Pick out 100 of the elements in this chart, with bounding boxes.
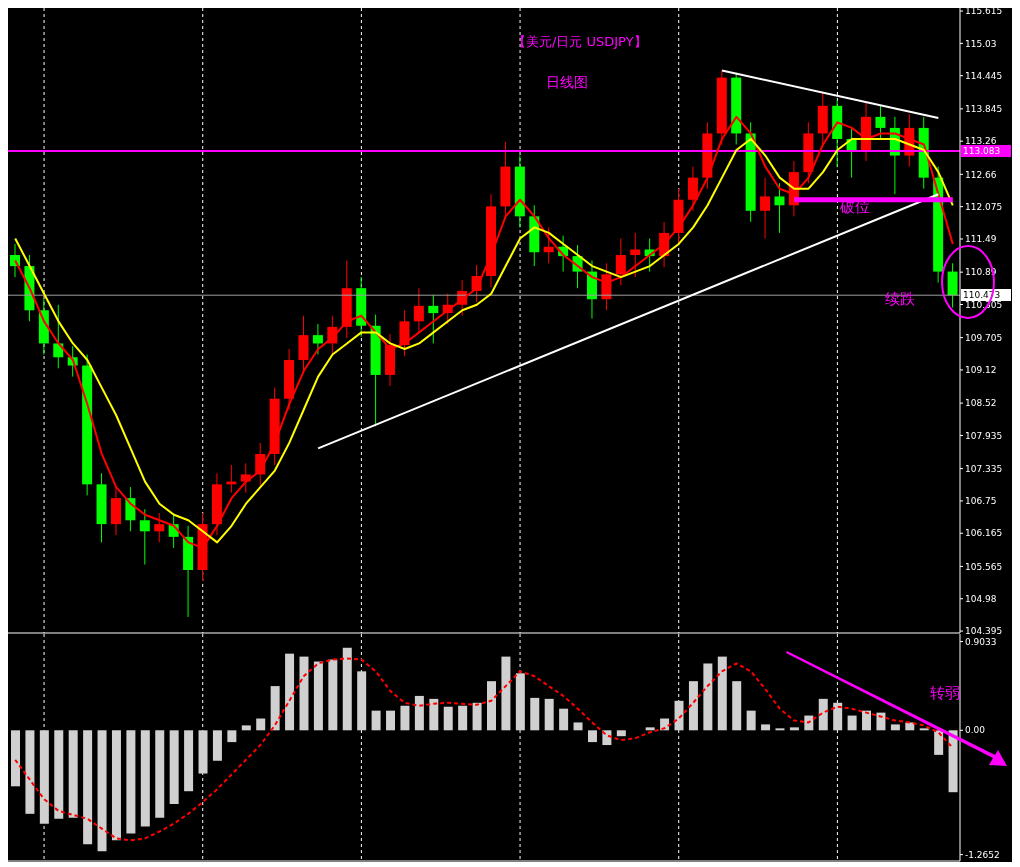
bar — [645, 727, 655, 731]
bar — [83, 730, 93, 845]
bar — [703, 663, 713, 731]
bar — [371, 710, 381, 731]
bar — [198, 730, 208, 774]
bar — [587, 730, 597, 743]
bar — [674, 700, 684, 731]
bar — [876, 712, 886, 731]
bar — [39, 730, 49, 824]
bar — [544, 698, 554, 731]
bar — [688, 681, 698, 731]
candlestick — [312, 323, 323, 355]
bar — [472, 702, 482, 731]
candlestick — [875, 105, 886, 140]
y-tick-label: 107.935 — [965, 430, 1003, 441]
bar — [68, 730, 78, 818]
bar — [458, 705, 468, 731]
candlestick — [615, 237, 626, 286]
y-tick-label: 114.445 — [965, 70, 1003, 81]
bar — [501, 656, 511, 731]
candlestick — [240, 462, 251, 494]
y-tick-label: 0.9033 — [965, 636, 997, 647]
y-tick-label: 105.565 — [965, 561, 1003, 572]
bar — [746, 710, 756, 731]
bar — [386, 710, 396, 731]
bar — [487, 681, 496, 731]
y-tick-label: 112.66 — [965, 169, 997, 180]
bar — [732, 681, 742, 731]
bar — [342, 647, 352, 731]
bar — [414, 695, 424, 731]
bar — [184, 730, 194, 792]
bar — [833, 702, 843, 731]
bar — [126, 730, 136, 834]
bar — [299, 656, 309, 731]
candlestick — [428, 294, 439, 344]
y-tick-label: 108.52 — [965, 398, 997, 409]
bar — [400, 705, 410, 731]
bar — [169, 730, 179, 804]
candlestick — [399, 309, 410, 357]
bar — [270, 686, 280, 731]
bar — [25, 730, 35, 814]
bar — [573, 722, 583, 731]
bar — [313, 661, 323, 731]
bar — [616, 730, 626, 737]
candlestick — [630, 232, 641, 278]
bar — [357, 671, 367, 731]
y-tick-label: 111.49 — [965, 234, 997, 245]
bar — [761, 724, 771, 731]
y-tick-label: 104.395 — [965, 626, 1003, 637]
candlestick — [947, 262, 958, 309]
y-tick-label: 106.165 — [965, 528, 1003, 539]
candlestick — [687, 166, 698, 212]
y-tick-label: 113.26 — [965, 136, 997, 147]
bar — [256, 718, 266, 731]
y-tick-label: 113.845 — [965, 104, 1003, 115]
bar — [948, 730, 958, 793]
y-tick-label: 109.705 — [965, 332, 1003, 343]
bar — [140, 730, 150, 827]
bar — [934, 730, 944, 755]
y-tick-label: 115.03 — [965, 38, 997, 49]
bar — [241, 725, 251, 731]
bar — [818, 698, 828, 731]
bar — [212, 730, 222, 761]
ref-line-label: 113.083 — [961, 144, 1011, 157]
y-tick-label: 115.615 — [965, 6, 1003, 17]
bar — [862, 710, 872, 731]
y-tick-label: 112.075 — [965, 201, 1003, 212]
text: 【美元/日元 USDJPY】 — [513, 33, 647, 51]
bar — [111, 730, 121, 841]
bar — [285, 653, 295, 731]
bar — [97, 730, 107, 852]
bar — [890, 724, 900, 731]
y-tick-label: -1.2652 — [965, 849, 1000, 860]
annotation: 续跌 — [885, 290, 915, 309]
bar — [515, 673, 525, 731]
candlestick — [139, 508, 150, 565]
candlestick — [413, 287, 424, 333]
bar — [905, 722, 915, 731]
y-tick-label: 104.98 — [965, 593, 997, 604]
annotation: 转弱 — [930, 684, 960, 703]
candlestick — [774, 182, 785, 234]
bar — [155, 730, 165, 818]
candlestick — [543, 226, 554, 264]
candlestick — [53, 304, 64, 369]
candlestick — [154, 512, 165, 543]
y-tick-label: 106.75 — [965, 496, 997, 507]
bar — [54, 730, 64, 819]
y-tick-label: 107.335 — [965, 463, 1003, 474]
y-tick-label: 109.12 — [965, 365, 997, 376]
bar — [227, 730, 237, 743]
bar — [530, 697, 540, 731]
text: 日线图 — [546, 74, 588, 92]
bar — [789, 727, 799, 731]
bar — [847, 715, 857, 731]
bar — [429, 698, 439, 731]
bar — [717, 656, 727, 731]
bar — [328, 659, 338, 731]
bar — [559, 708, 569, 731]
bar — [443, 706, 453, 731]
bar — [11, 730, 20, 787]
